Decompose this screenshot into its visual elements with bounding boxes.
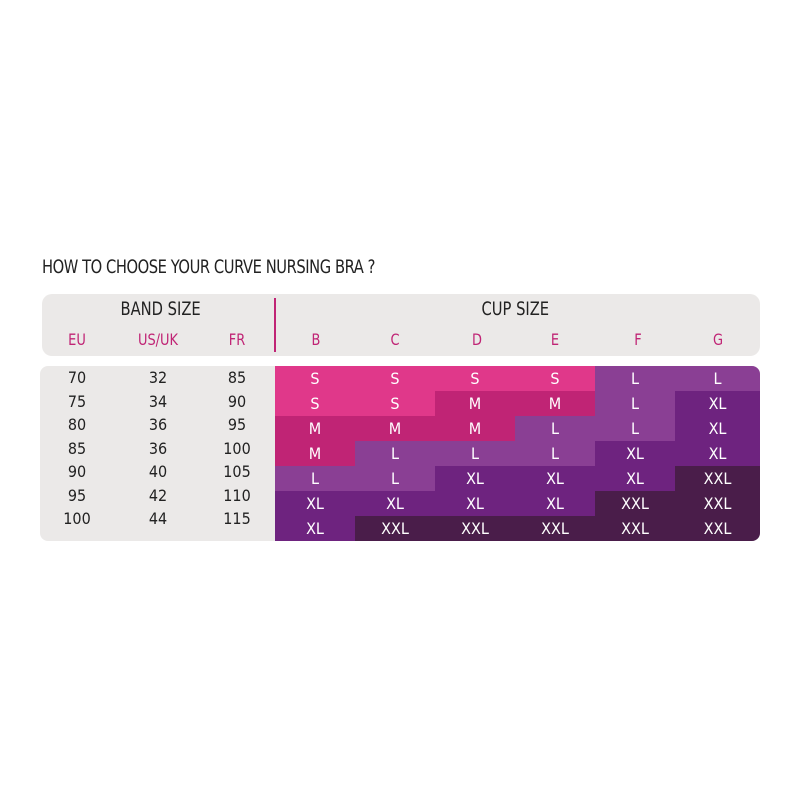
cup-size-cell: M	[275, 416, 355, 441]
cup-column-f: F	[634, 330, 642, 349]
band-cell: 90	[227, 391, 247, 411]
band-cell: 105	[223, 462, 251, 481]
cup-size-cell: XL	[595, 441, 675, 466]
band-cell: 40	[148, 462, 168, 481]
cup-size-cell: L	[275, 466, 355, 491]
band-cell: 100	[223, 438, 251, 458]
band-cell: 75	[67, 391, 87, 411]
cup-size-cell: XL	[435, 491, 515, 516]
cup-size-cell: XXL	[515, 516, 595, 541]
cup-size-cell: XXL	[435, 516, 515, 541]
cup-size-cell: XL	[675, 441, 760, 466]
cup-size-cell: L	[435, 441, 515, 466]
cup-column-c: C	[390, 330, 400, 349]
divider	[274, 298, 276, 352]
band-cell: 90	[67, 462, 87, 481]
size-table-body: 70 32 85 75 34 90 80 36 95 85 36 100 90 40 105 95 42 110 1…	[40, 366, 760, 541]
cup-size-cell: L	[595, 416, 675, 441]
band-cell: 44	[148, 509, 168, 528]
band-cell: 36	[148, 415, 168, 434]
cup-size-cell: XL	[355, 491, 435, 516]
cup-size-cell: S	[355, 391, 435, 416]
band-cell: 42	[148, 485, 168, 505]
cup-size-cell: M	[355, 416, 435, 441]
cup-size-cell: XXL	[675, 466, 760, 491]
cup-size-cell: L	[595, 391, 675, 416]
band-cell: 80	[67, 415, 87, 434]
cup-column-d: D	[472, 330, 482, 349]
cup-size-heading: CUP SIZE	[481, 298, 550, 320]
cup-size-cell: M	[275, 441, 355, 466]
cup-size-cell: L	[355, 441, 435, 466]
band-cell: 100	[63, 509, 91, 528]
cup-size-cell: XL	[515, 466, 595, 491]
band-cell: 85	[67, 438, 87, 458]
page-title: HOW TO CHOOSE YOUR CURVE NURSING BRA ?	[42, 256, 375, 278]
cup-size-cell: M	[515, 391, 595, 416]
cup-size-cell: XL	[275, 516, 355, 541]
cup-size-cell: XL	[595, 466, 675, 491]
cup-size-cell: S	[275, 366, 355, 391]
cup-size-cell: M	[435, 391, 515, 416]
cup-size-cell: XL	[435, 466, 515, 491]
cup-size-cell: XXL	[355, 516, 435, 541]
band-column-fr: FR	[228, 330, 246, 349]
band-cell: 34	[148, 391, 168, 411]
band-size-heading: BAND SIZE	[120, 298, 201, 320]
band-cell: 115	[223, 509, 251, 528]
cup-size-cell: XXL	[675, 491, 760, 516]
cup-size-cell: XL	[515, 491, 595, 516]
cup-size-cell: L	[675, 366, 760, 391]
cup-size-cell: XL	[275, 491, 355, 516]
cup-size-cell: XXL	[595, 491, 675, 516]
band-column-eu: EU	[68, 330, 86, 349]
cup-size-cell: XL	[675, 391, 760, 416]
cup-size-cell: S	[515, 366, 595, 391]
band-cell: 85	[227, 368, 247, 387]
band-cell: 32	[148, 368, 168, 387]
cup-column-e: E	[550, 330, 560, 349]
cup-size-cell: S	[275, 391, 355, 416]
band-cell: 95	[67, 485, 87, 505]
cup-size-cell: S	[355, 366, 435, 391]
cup-size-cell: XL	[675, 416, 760, 441]
table-header	[42, 294, 760, 356]
cup-size-cell: XXL	[675, 516, 760, 541]
cup-column-g: G	[712, 330, 724, 349]
cup-size-cell: L	[355, 466, 435, 491]
cup-size-cell: L	[595, 366, 675, 391]
band-cell: 70	[67, 368, 87, 387]
cup-size-cell: M	[435, 416, 515, 441]
cup-size-cell: XXL	[595, 516, 675, 541]
cup-size-cell: L	[515, 441, 595, 466]
band-cell: 95	[227, 415, 247, 434]
cup-size-cell: L	[515, 416, 595, 441]
cup-size-cell: S	[435, 366, 515, 391]
cup-column-b: B	[311, 330, 321, 349]
band-cell: 110	[223, 485, 251, 505]
band-cell: 36	[148, 438, 168, 458]
band-column-us-uk: US/UK	[137, 330, 179, 349]
